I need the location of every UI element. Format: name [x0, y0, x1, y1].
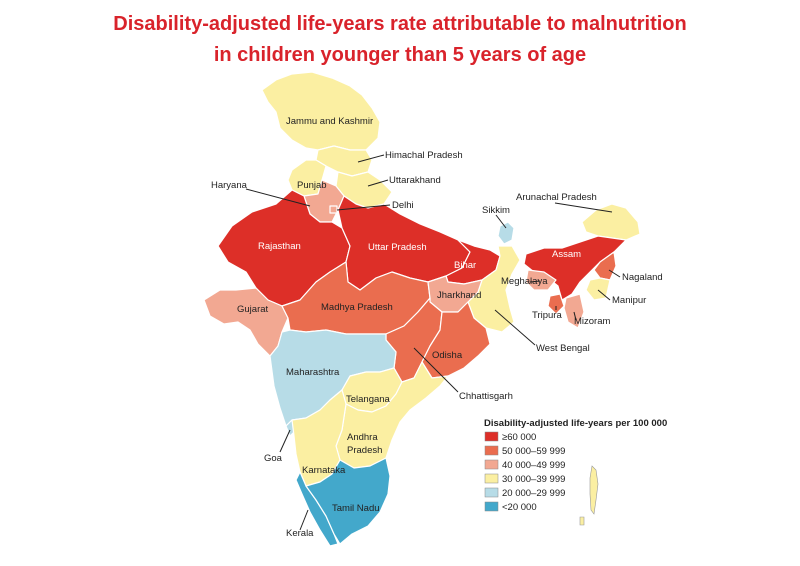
- leader-manipur: [597, 289, 611, 301]
- label-tripura: Tripura: [532, 310, 562, 321]
- state-mizoram[interactable]: [563, 293, 585, 329]
- state-arunachal-pradesh[interactable]: [581, 203, 641, 241]
- state-delhi[interactable]: [329, 205, 338, 214]
- label-andhra-line-1: Andhra: [347, 432, 378, 443]
- label-nagaland: Nagaland: [622, 272, 663, 283]
- leader-chhattisgarh: [413, 347, 459, 393]
- legend-label-3: 40 000–49 999: [502, 460, 565, 471]
- leader-delhi: [336, 204, 391, 211]
- legend: Disability-adjusted life-years per 100 0…: [484, 418, 667, 513]
- legend-swatch-6: [484, 501, 499, 512]
- legend-label-1: ≥60 000: [502, 432, 536, 443]
- legend-swatch-4: [484, 473, 499, 484]
- legend-item-6: <20 000: [484, 501, 537, 513]
- label-telangana: Telangana: [346, 394, 391, 405]
- state-shapes: [203, 71, 641, 547]
- label-mizoram: Mizoram: [574, 316, 611, 327]
- leader-lines: [245, 154, 621, 531]
- leader-himachal: [357, 154, 385, 163]
- label-haryana: Haryana: [211, 180, 248, 191]
- state-odisha[interactable]: [421, 301, 491, 379]
- leader-kerala: [299, 509, 309, 531]
- label-manipur: Manipur: [612, 295, 646, 306]
- legend-label-5: 20 000–29 999: [502, 488, 565, 499]
- label-gujarat: Gujarat: [237, 304, 269, 315]
- legend-item-5: 20 000–29 999: [484, 487, 565, 499]
- label-andhra-line-2: Pradesh: [347, 445, 382, 456]
- leader-uttarakhand: [367, 179, 389, 187]
- legend-swatch-1: [484, 431, 499, 442]
- label-punjab: Punjab: [297, 180, 327, 191]
- state-tamil-nadu[interactable]: [305, 457, 391, 545]
- label-assam: Assam: [552, 249, 581, 260]
- legend-label-4: 30 000–39 999: [502, 474, 565, 485]
- label-odisha: Odisha: [432, 350, 463, 361]
- label-himachal-pradesh: Himachal Pradesh: [385, 150, 463, 161]
- label-delhi: Delhi: [392, 200, 414, 211]
- leader-nagaland: [608, 269, 621, 278]
- leader-goa: [279, 429, 291, 453]
- label-west-bengal: West Bengal: [536, 343, 590, 354]
- state-labels: Jammu and Kashmir Himachal Pradesh Punja…: [211, 116, 663, 539]
- legend-item-4: 30 000–39 999: [484, 473, 565, 485]
- label-arunachal-pradesh: Arunachal Pradesh: [516, 192, 597, 203]
- chart-title-line-1: Disability-adjusted life-years rate attr…: [113, 13, 687, 35]
- leader-meghalaya: [529, 280, 541, 283]
- leader-west-bengal: [494, 309, 536, 346]
- label-bihar: Bihar: [454, 260, 476, 271]
- state-tripura[interactable]: [547, 293, 565, 315]
- chart-title-line-2: in children younger than 5 years of age: [213, 44, 587, 66]
- state-jammu-kashmir[interactable]: [261, 71, 381, 151]
- state-sikkim[interactable]: [497, 221, 515, 245]
- label-jharkhand: Jharkhand: [437, 290, 481, 301]
- label-jammu-kashmir: Jammu and Kashmir: [286, 116, 373, 127]
- andaman-islands: [589, 465, 599, 515]
- leader-mizoram: [573, 311, 577, 321]
- label-goa: Goa: [264, 453, 283, 464]
- label-madhya-pradesh: Madhya Pradesh: [321, 302, 393, 313]
- legend-item-2: 50 000–59 999: [484, 445, 565, 457]
- legend-swatch-3: [484, 459, 499, 470]
- legend-swatch-2: [484, 445, 499, 456]
- state-west-bengal[interactable]: [467, 245, 521, 333]
- label-chhattisgarh: Chhattisgarh: [459, 391, 513, 402]
- legend-item-1: ≥60 000: [484, 431, 536, 443]
- legend-item-3: 40 000–49 999: [484, 459, 565, 471]
- nicobar-island: [579, 516, 585, 526]
- label-tamil-nadu: Tamil Nadu: [332, 503, 380, 514]
- label-sikkim: Sikkim: [482, 205, 510, 216]
- leader-haryana: [245, 188, 311, 207]
- label-kerala: Kerala: [286, 528, 314, 539]
- legend-label-6: <20 000: [502, 502, 537, 513]
- leader-sikkim: [495, 214, 507, 229]
- label-meghalaya: Meghalaya: [501, 276, 548, 287]
- legend-title: Disability-adjusted life-years per 100 0…: [484, 418, 667, 429]
- label-karnataka: Karnataka: [302, 465, 346, 476]
- legend-label-2: 50 000–59 999: [502, 446, 565, 457]
- label-uttar-pradesh: Uttar Pradesh: [368, 242, 427, 253]
- legend-swatch-5: [484, 487, 499, 498]
- state-karnataka[interactable]: [291, 389, 347, 487]
- label-rajasthan: Rajasthan: [258, 241, 301, 252]
- label-uttarakhand: Uttarakhand: [389, 175, 441, 186]
- state-meghalaya[interactable]: [525, 269, 557, 291]
- label-maharashtra: Maharashtra: [286, 367, 340, 378]
- leader-arunachal: [554, 202, 613, 213]
